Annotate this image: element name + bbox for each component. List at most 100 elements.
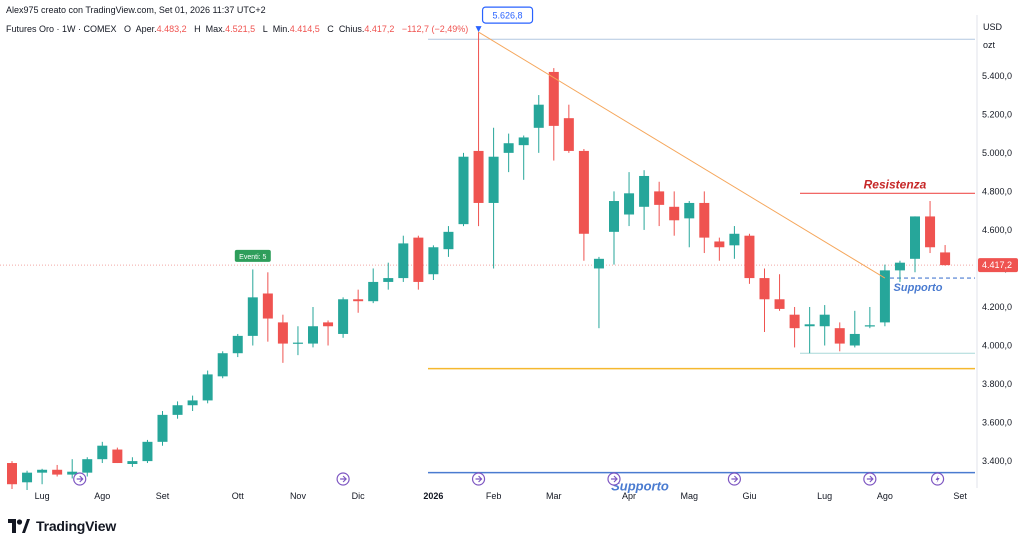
candle-body — [368, 281, 379, 302]
high-value: 4.521,5 — [225, 24, 256, 34]
time-tick-label: Ago — [877, 491, 893, 501]
news-event-marker — [727, 472, 742, 486]
bolt-icon — [935, 475, 940, 483]
close-label: C — [327, 24, 334, 34]
change-value: −112,7 (−2,49%) — [401, 24, 469, 34]
low-value: 4.414,5 — [289, 24, 320, 34]
candle-body — [879, 270, 890, 323]
candle-body — [473, 150, 484, 203]
candle-body — [894, 262, 905, 271]
candle-body — [338, 299, 349, 334]
low-label: L — [262, 24, 268, 34]
news-event-marker — [336, 472, 350, 486]
time-tick-label: Set — [156, 491, 170, 501]
price-tick-label: 4.000,0 — [982, 341, 1012, 351]
time-tick-label: Ott — [232, 491, 245, 501]
time-tick-label: Mag — [680, 491, 698, 501]
candle-body — [443, 231, 454, 250]
candle-body — [563, 118, 574, 151]
candle-body — [217, 353, 228, 377]
currency-label[interactable]: USD — [983, 22, 1003, 32]
candles — [7, 32, 951, 490]
price-axis[interactable]: 3.400,03.600,03.800,04.000,04.200,04.400… — [978, 71, 1018, 466]
close-value: 4.417,2 — [364, 24, 395, 34]
brand-footer: TradingView — [8, 515, 116, 537]
peak-label-text: 5.626,8 — [493, 11, 523, 21]
candle-body — [308, 326, 318, 344]
price-tick-label: 3.600,0 — [982, 418, 1012, 428]
price-tick-label: 4.800,0 — [982, 186, 1012, 196]
candle-body — [127, 461, 138, 464]
candle-body — [247, 297, 258, 336]
candle-body — [428, 247, 439, 275]
time-tick-label: Mar — [546, 491, 562, 501]
candle-body — [157, 414, 168, 442]
candle-body — [142, 441, 153, 462]
news-event-marker — [471, 472, 486, 486]
peak-label-pointer — [475, 26, 482, 33]
candle-body — [624, 193, 635, 215]
candle-body — [864, 325, 875, 327]
time-tick-label: Feb — [486, 491, 502, 501]
candle-body — [669, 206, 680, 221]
candle-body — [849, 333, 860, 346]
open-key: Aper. — [135, 24, 157, 34]
price-chart[interactable]: 5.626,8 Eventi: 5 Resistenza Supporto Suppor… — [0, 0, 1024, 515]
author-line: Alex975 creato con TradingView.com, Set … — [6, 5, 266, 15]
candle-body — [383, 278, 394, 282]
price-tick-label: 3.400,0 — [982, 456, 1012, 466]
open-value: 4.483,2 — [156, 24, 187, 34]
support-label: Supporto — [894, 282, 943, 294]
candle-body — [699, 202, 710, 238]
candle-body — [232, 335, 243, 354]
candle-body — [37, 469, 48, 473]
time-tick-label: Ago — [94, 491, 110, 501]
news-event-marker — [863, 472, 877, 486]
arrow-right-icon — [731, 475, 739, 483]
open-label: O — [124, 24, 132, 34]
candle-body — [398, 243, 409, 279]
close-key: Chius. — [338, 24, 365, 34]
time-tick-label: 2026 — [423, 491, 443, 501]
last-price-tag — [978, 258, 1018, 273]
candle-body — [277, 322, 288, 344]
candle-body — [187, 400, 198, 406]
candle-body — [7, 463, 17, 485]
arrow-right-icon — [866, 475, 874, 483]
candle-body — [548, 71, 559, 126]
candle-body — [654, 191, 665, 205]
candle-body — [353, 299, 364, 302]
price-tick-label: 4.200,0 — [982, 302, 1012, 312]
candle-body — [82, 459, 93, 473]
candle-body — [819, 314, 830, 327]
candle-body — [458, 156, 469, 225]
symbol-name[interactable]: Futures Oro · 1W · COMEX — [6, 24, 117, 34]
candle-body — [323, 322, 334, 327]
candle-body — [593, 258, 604, 269]
candle-body — [609, 201, 619, 232]
news-event-marker — [607, 472, 621, 486]
candle-body — [202, 374, 213, 401]
candle-body — [910, 216, 920, 259]
candle-body — [518, 137, 529, 146]
candle-body — [729, 233, 740, 246]
dividend-event-marker — [930, 472, 945, 486]
candle-body — [940, 252, 951, 266]
arrow-right-icon — [76, 475, 84, 483]
candle-body — [684, 202, 695, 219]
event-markers — [73, 472, 945, 486]
arrow-right-icon — [475, 475, 483, 483]
candle-body — [834, 328, 845, 344]
price-tick-label: 5.000,0 — [982, 148, 1012, 158]
price-tick-label: 5.200,0 — [982, 109, 1012, 119]
time-tick-label: Dic — [352, 491, 365, 501]
time-tick-label: Nov — [290, 491, 307, 501]
high-key: Max. — [205, 24, 226, 34]
tradingview-logo-icon — [8, 519, 30, 533]
time-tick-label: Set — [953, 491, 967, 501]
time-axis[interactable]: Lug Ago Set Ott Nov Dic 2026 Feb Mar Apr Mag Giu Lug… — [35, 491, 968, 501]
resistance-label: Resistenza — [864, 177, 927, 191]
time-tick-label: Giu — [742, 491, 756, 501]
brand-name: TradingView — [36, 518, 117, 534]
candle-body — [925, 216, 936, 248]
